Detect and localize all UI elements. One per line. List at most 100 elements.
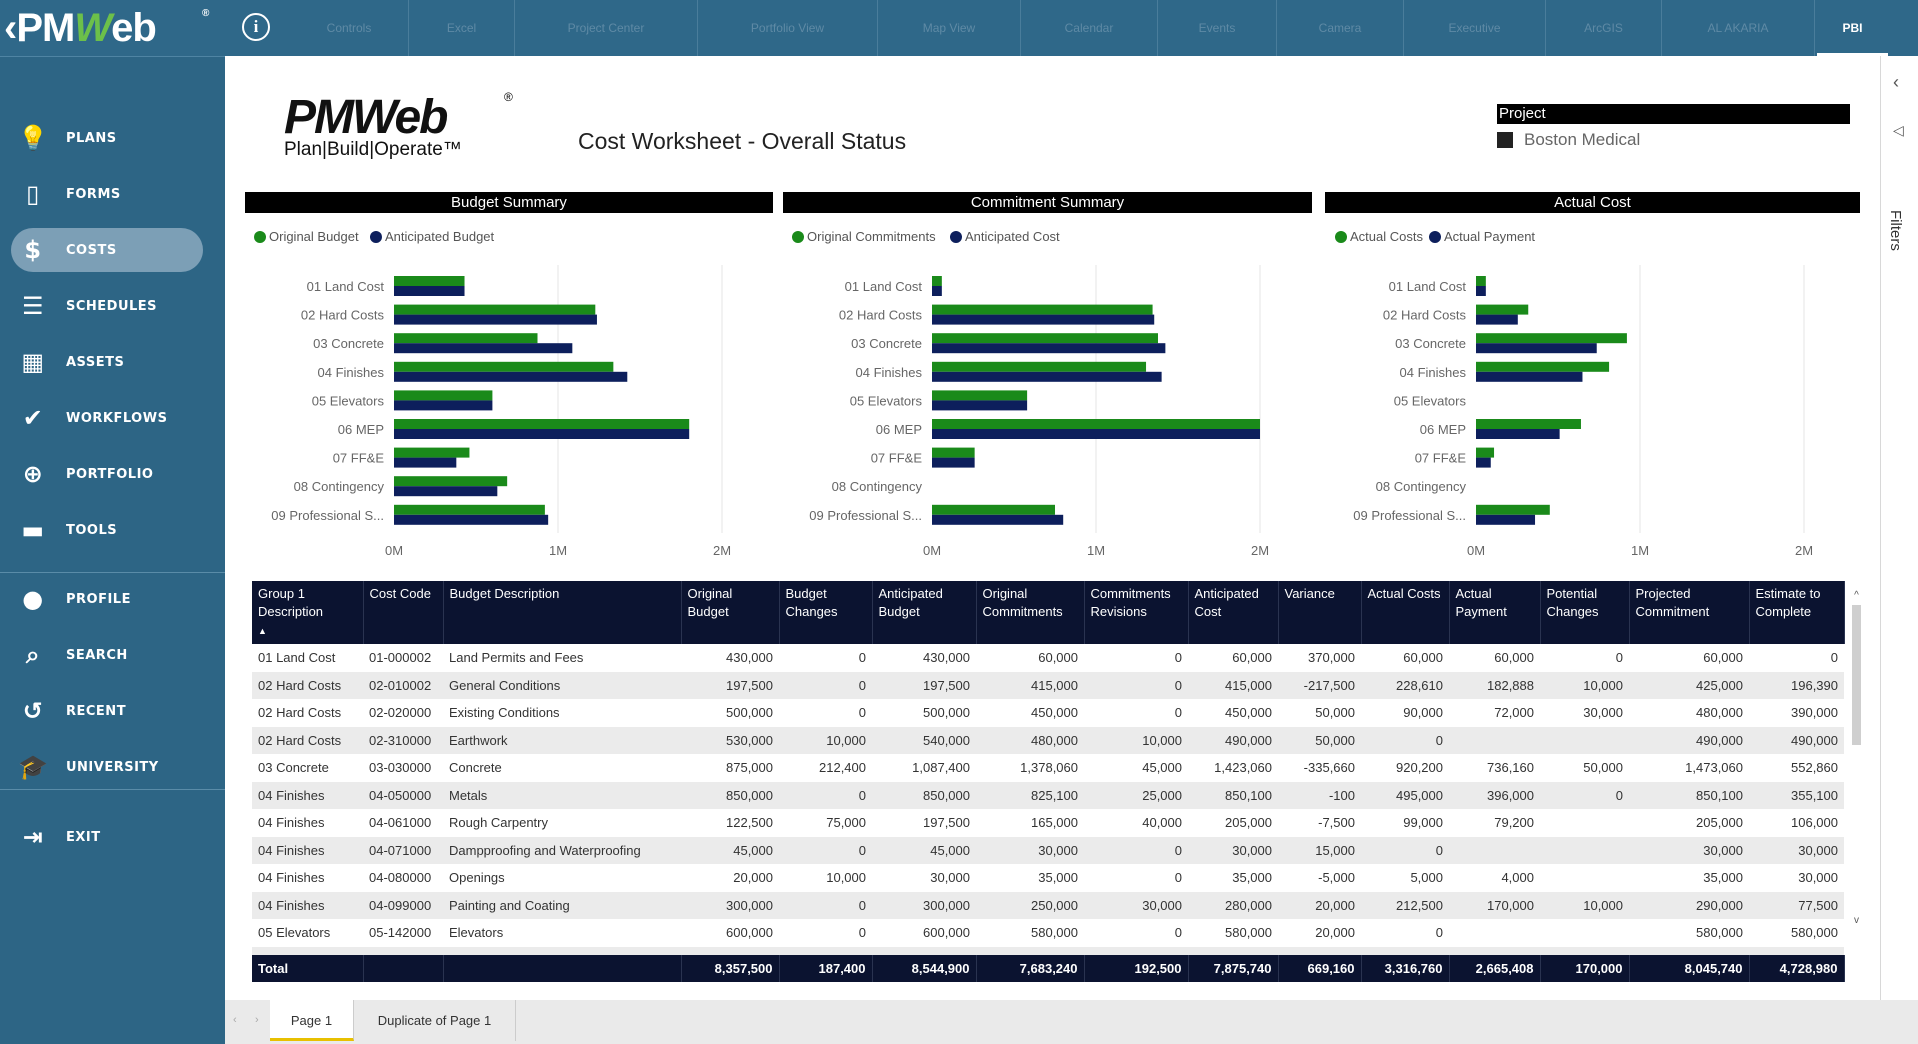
column-header[interactable]: Cost Code xyxy=(363,581,444,644)
table-row[interactable]: 03 Concrete 03-030000 Concrete 875,000 212,4… xyxy=(252,754,1844,782)
table-row[interactable]: 02 Hard Costs 02-010002 General Conditions… xyxy=(252,671,1844,700)
table-row[interactable]: 02 Hard Costs 02-310000 Earthwork 530,000 10… xyxy=(252,726,1844,755)
bar-anticipated[interactable] xyxy=(932,457,975,468)
bar-anticipated[interactable] xyxy=(1476,371,1583,382)
table-row[interactable]: 05 Elevators 05-142000 Elevators 600,000 0 60… xyxy=(252,919,1844,947)
column-header[interactable]: Commitments Revisions xyxy=(1084,581,1189,644)
sidebar-item-forms[interactable]: ▯ FORMS xyxy=(0,172,225,216)
filter-icon[interactable]: ◁ xyxy=(1893,122,1904,138)
legend-item[interactable]: Actual Payment xyxy=(1427,229,1535,244)
bar-original[interactable] xyxy=(1476,361,1610,372)
bar-original[interactable] xyxy=(1476,447,1495,458)
nav-tab-portfolio-view[interactable]: Portfolio View xyxy=(697,0,877,56)
bar-original[interactable] xyxy=(932,276,942,286)
legend-item[interactable]: Actual Costs xyxy=(1333,229,1423,244)
nav-tab-events[interactable]: Events xyxy=(1157,0,1276,56)
nav-tab-arcgis[interactable]: ArcGIS xyxy=(1545,0,1661,56)
column-header[interactable]: Original Budget xyxy=(681,581,780,644)
bar-original[interactable] xyxy=(932,504,1055,515)
bar-original[interactable] xyxy=(394,447,470,458)
bar-anticipated[interactable] xyxy=(932,429,1260,439)
table-row[interactable]: 04 Finishes 04-099000 Painting and Coating… xyxy=(252,891,1844,920)
nav-tab-pbi[interactable]: PBI xyxy=(1814,0,1890,56)
bar-anticipated[interactable] xyxy=(932,286,942,296)
bar-anticipated[interactable] xyxy=(394,371,628,382)
nav-tab-excel[interactable]: Excel xyxy=(408,0,514,56)
sidebar-item-search[interactable]: ⌕ SEARCH xyxy=(0,633,225,677)
column-header[interactable]: Actual Costs xyxy=(1361,581,1450,644)
bar-original[interactable] xyxy=(394,304,596,315)
slicer-option-boston-medical[interactable]: Boston Medical xyxy=(1497,130,1850,150)
nav-tab-project-center[interactable]: Project Center xyxy=(514,0,697,56)
table-row[interactable]: 01 Land Cost 01-000002 Land Permits and Fe… xyxy=(252,644,1844,672)
pmweb-logo[interactable]: ‹PMWeb ® xyxy=(4,6,209,50)
project-slicer[interactable]: Project Boston Medical xyxy=(1497,104,1850,150)
table-row[interactable]: 06 MEP06-210000Fire Suppression450,00004… xyxy=(252,946,1844,955)
next-page-icon[interactable]: › xyxy=(255,1014,259,1026)
sidebar-item-profile[interactable]: ● PROFILE xyxy=(0,577,225,621)
bar-anticipated[interactable] xyxy=(394,429,690,439)
bar-original[interactable] xyxy=(394,333,538,344)
table-scrollbar[interactable]: ^ v xyxy=(1851,590,1862,950)
sidebar-item-portfolio[interactable]: ⊕ PORTFOLIO xyxy=(0,452,225,496)
bar-original[interactable] xyxy=(932,333,1158,344)
column-header[interactable]: Budget Changes xyxy=(779,581,873,644)
checkbox-icon[interactable] xyxy=(1497,132,1513,148)
bar-anticipated[interactable] xyxy=(1476,343,1597,354)
sidebar-item-costs[interactable]: $ COSTS xyxy=(0,228,225,272)
column-header[interactable]: Potential Changes xyxy=(1540,581,1630,644)
sidebar-item-workflows[interactable]: ✔ WORKFLOWS xyxy=(0,396,225,440)
scroll-thumb[interactable] xyxy=(1852,605,1861,745)
column-header[interactable]: Variance xyxy=(1278,581,1362,644)
table-row[interactable]: 04 Finishes 04-061000 Rough Carpentry 122,5… xyxy=(252,809,1844,837)
column-header[interactable]: Group 1 Description ▲ xyxy=(252,581,364,644)
sort-ascending-icon[interactable]: ▲ xyxy=(258,626,267,636)
bar-original[interactable] xyxy=(394,476,508,487)
bar-anticipated[interactable] xyxy=(932,314,1155,325)
column-header[interactable]: Projected Commitment xyxy=(1629,581,1750,644)
legend-item[interactable]: Original Commitments xyxy=(790,229,936,244)
nav-tab-al-akaria[interactable]: AL AKARIA xyxy=(1661,0,1814,56)
bar-anticipated[interactable] xyxy=(1476,429,1560,439)
bar-anticipated[interactable] xyxy=(394,457,457,468)
legend-item[interactable]: Anticipated Budget xyxy=(368,229,494,244)
bar-original[interactable] xyxy=(932,361,1147,372)
bar-anticipated[interactable] xyxy=(394,486,498,497)
bar-anticipated[interactable] xyxy=(394,343,573,354)
sidebar-item-schedules[interactable]: ☰ SCHEDULES xyxy=(0,284,225,328)
table-row[interactable]: 02 Hard Costs 02-020000 Existing Condition… xyxy=(252,699,1844,727)
bar-anticipated[interactable] xyxy=(932,343,1166,354)
sidebar-item-university[interactable]: 🎓 UNIVERSITY xyxy=(0,745,225,789)
scroll-down-icon[interactable]: v xyxy=(1854,915,1859,926)
nav-tab-executive[interactable]: Executive xyxy=(1403,0,1545,56)
nav-tab-map-view[interactable]: Map View xyxy=(877,0,1020,56)
column-header[interactable]: Anticipated Budget xyxy=(872,581,977,644)
bar-original[interactable] xyxy=(932,304,1153,315)
sidebar-item-tools[interactable]: ▬ TOOLS xyxy=(0,508,225,552)
bar-anticipated[interactable] xyxy=(394,314,597,325)
column-header[interactable]: Original Commitments xyxy=(976,581,1085,644)
bar-anticipated[interactable] xyxy=(394,514,549,525)
bar-anticipated[interactable] xyxy=(932,371,1162,382)
bar-anticipated[interactable] xyxy=(394,286,465,296)
column-header[interactable]: Estimate to Complete xyxy=(1749,581,1845,644)
bar-anticipated[interactable] xyxy=(1476,314,1518,325)
legend-item[interactable]: Anticipated Cost xyxy=(948,229,1060,244)
bar-original[interactable] xyxy=(394,419,690,429)
scroll-up-icon[interactable]: ^ xyxy=(1854,590,1859,601)
bar-anticipated[interactable] xyxy=(932,514,1064,525)
bar-anticipated[interactable] xyxy=(394,400,493,411)
table-row[interactable]: 04 Finishes 04-080000 Openings 20,000 10,000… xyxy=(252,864,1844,892)
bar-original[interactable] xyxy=(1476,276,1486,286)
column-header[interactable]: Anticipated Cost xyxy=(1188,581,1279,644)
bar-original[interactable] xyxy=(394,504,545,515)
sidebar-item-plans[interactable]: 💡 PLANS xyxy=(0,116,225,160)
nav-tab-camera[interactable]: Camera xyxy=(1276,0,1403,56)
bar-original[interactable] xyxy=(1476,504,1550,515)
filters-pane[interactable]: ‹ ◁ Filters xyxy=(1880,56,1918,1000)
column-header[interactable]: Actual Payment xyxy=(1449,581,1541,644)
bar-anticipated[interactable] xyxy=(1476,286,1486,296)
bar-original[interactable] xyxy=(1476,304,1529,315)
table-row[interactable]: 04 Finishes 04-050000 Metals 850,000 0 850,00… xyxy=(252,781,1844,810)
bar-original[interactable] xyxy=(932,390,1028,401)
